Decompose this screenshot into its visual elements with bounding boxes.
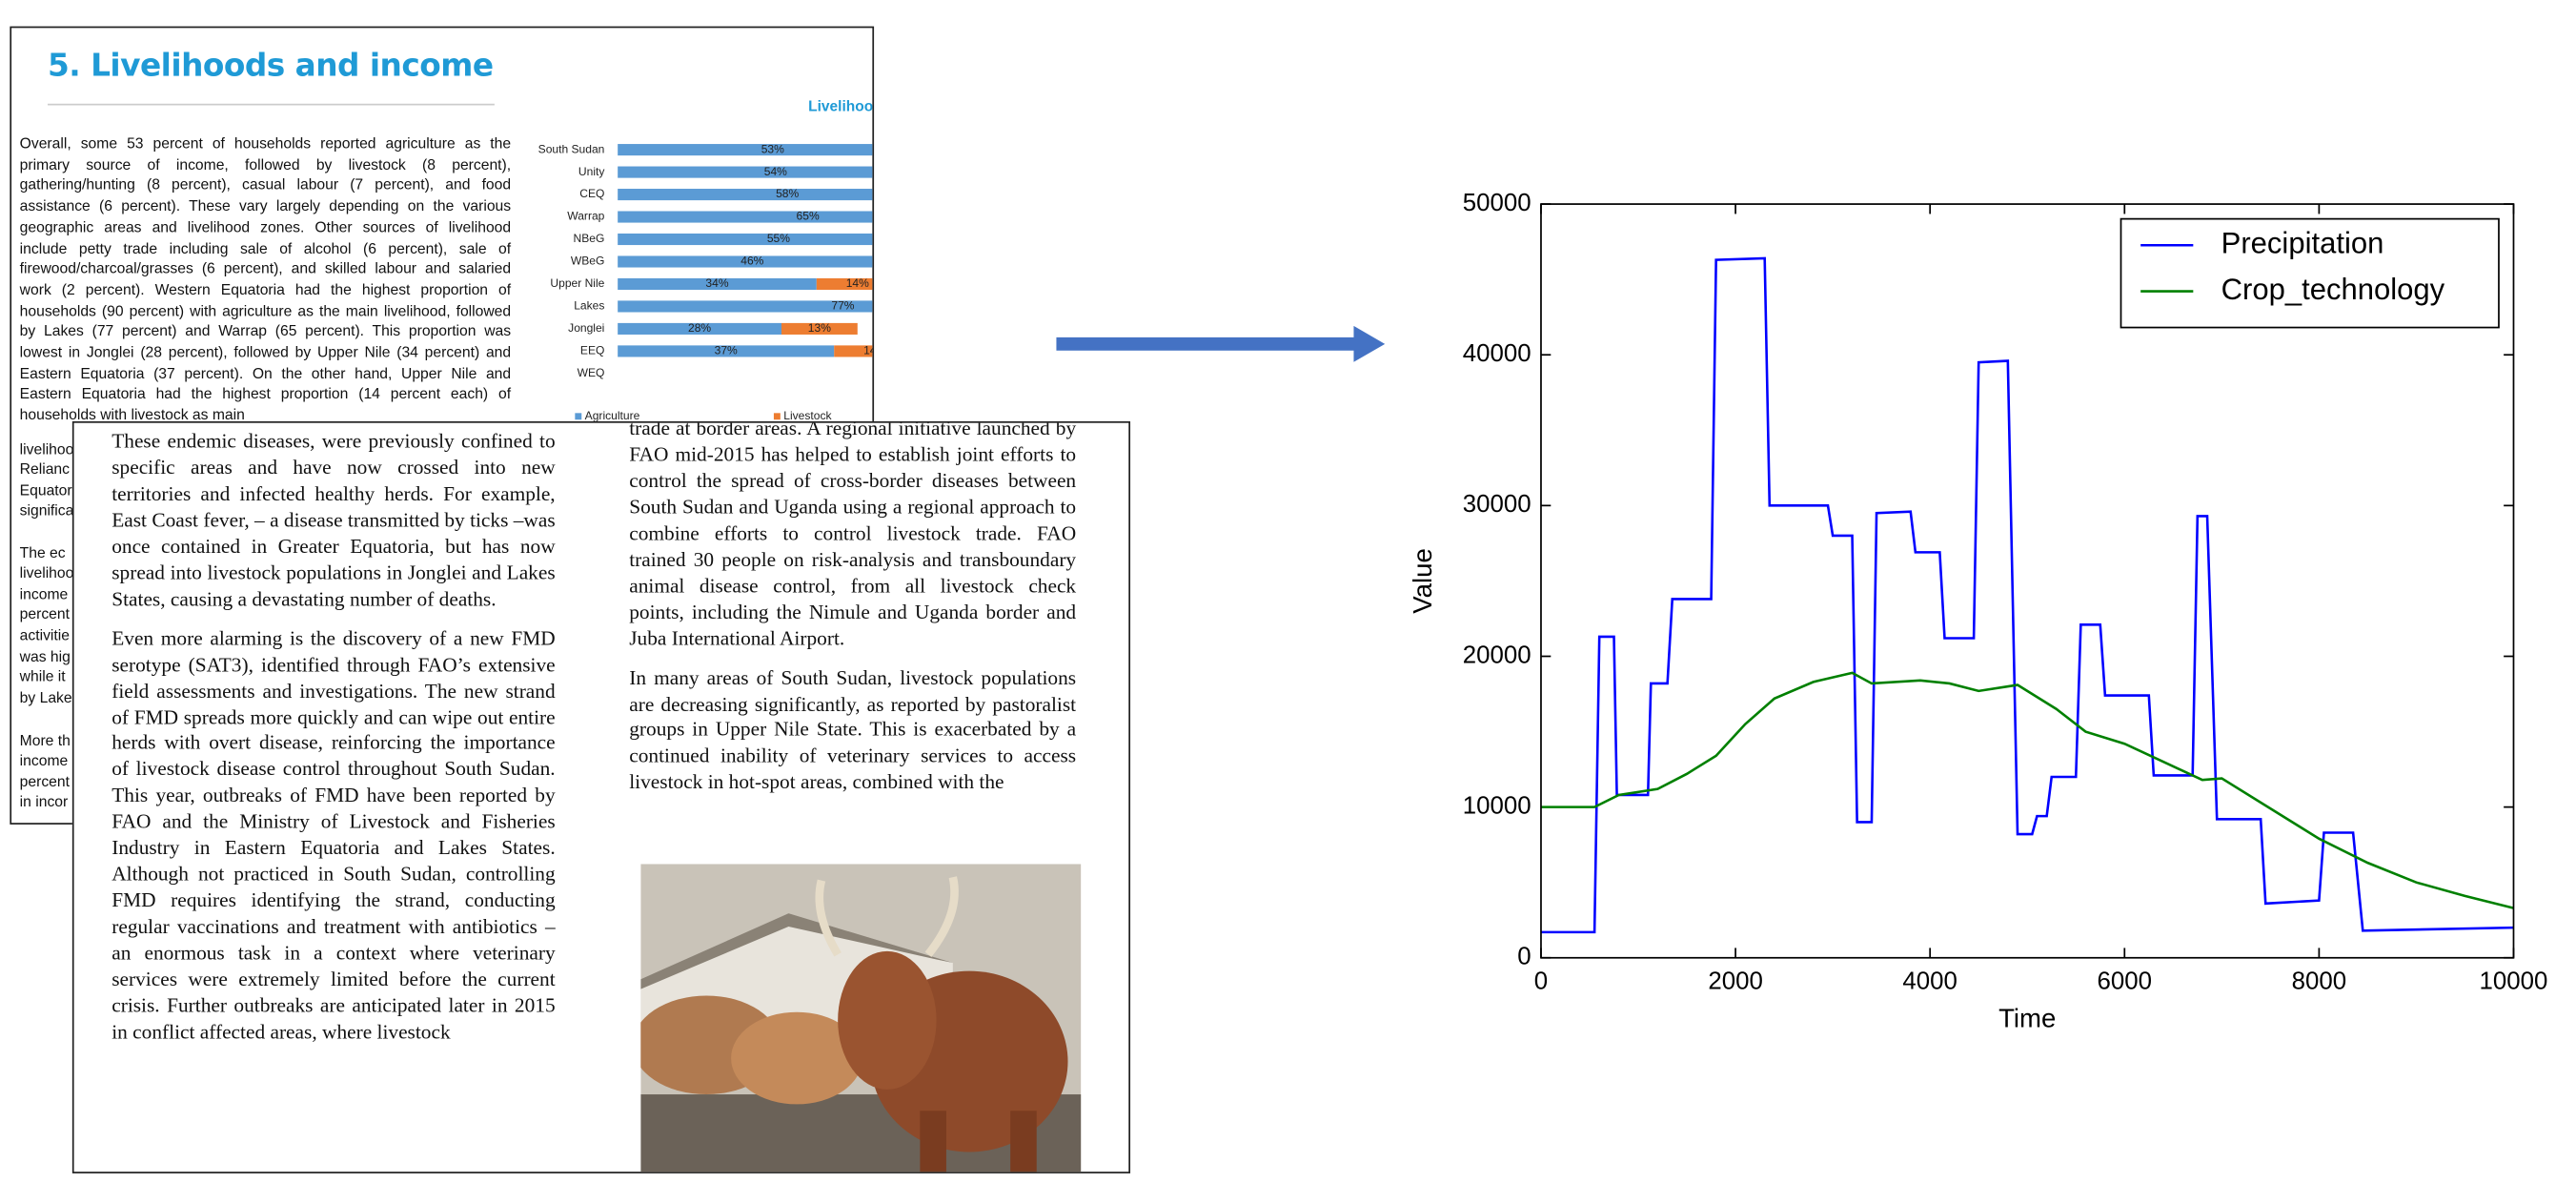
value-label: 46% <box>740 255 763 268</box>
text-fragment: The ec <box>19 544 66 561</box>
x-axis-label: Time <box>1998 1004 2056 1033</box>
y-tick-label: 30000 <box>1463 491 1531 518</box>
value-label: 55% <box>767 232 790 245</box>
value-label: 13% <box>808 321 831 335</box>
bar <box>781 322 858 335</box>
value-label: 77% <box>831 299 854 313</box>
bar-chart: Livelihoo South Sudan 53% Unity 54% CEQ 58% War… <box>538 98 874 422</box>
y-tick-label: Unity <box>578 165 604 178</box>
y-tick-label: 50000 <box>1463 190 1531 216</box>
legend-swatch <box>773 413 781 420</box>
line-series <box>1540 256 2514 934</box>
bar <box>618 233 873 246</box>
chart-title: Livelihoo <box>808 98 873 114</box>
plot-frame <box>1540 203 2515 959</box>
value-label: 37% <box>715 344 738 357</box>
left-column: These endemic diseases, were previously … <box>112 430 555 1060</box>
bar <box>816 277 873 291</box>
value-label: 14% <box>863 344 874 357</box>
x-tick-label: 2000 <box>1708 968 1762 994</box>
y-tick-label: South Sudan <box>538 142 605 155</box>
x-tick-label: 10000 <box>2480 968 2548 994</box>
text-fragment: More th <box>19 732 71 749</box>
cattle-photo <box>640 864 1082 1172</box>
bar <box>618 144 873 156</box>
bar <box>618 345 835 357</box>
y-tick-label: WBeG <box>571 255 605 268</box>
text-fragment: percent <box>19 773 70 790</box>
value-label: 34% <box>705 276 728 290</box>
value-label: 28% <box>688 321 711 335</box>
bar <box>834 345 873 357</box>
text-fragment: was hig <box>19 648 71 665</box>
y-tick-label: Warrap <box>567 210 604 223</box>
y-tick-label: EEQ <box>580 344 604 357</box>
legend-box <box>2120 217 2500 329</box>
value-label: 14% <box>846 276 869 290</box>
legend-swatch <box>575 413 582 420</box>
text-fragment: in incor <box>19 793 69 810</box>
heading: 5. Livelihoods and income <box>47 48 494 85</box>
right-column: trade at border areas. A regional initia… <box>629 420 1077 810</box>
y-axis-label: Value <box>1408 548 1437 614</box>
value-label: 54% <box>764 165 787 178</box>
x-tick-label: 6000 <box>2098 968 2152 994</box>
text-fragment: income <box>19 751 69 769</box>
text-fragment: Equator <box>19 481 72 500</box>
bar <box>618 189 873 201</box>
text-fragment: percent <box>19 605 70 622</box>
y-tick-label: Upper Nile <box>550 276 604 290</box>
paragraph: trade at border areas. A regional initia… <box>629 420 1077 650</box>
text-fragment: while it <box>19 667 66 685</box>
bar <box>618 255 873 268</box>
text-fragment: activitie <box>19 626 70 644</box>
x-tick-label: 0 <box>1534 968 1548 994</box>
bar <box>618 166 873 178</box>
y-tick-label: 20000 <box>1463 642 1531 668</box>
arrow <box>1056 325 1386 362</box>
y-tick-label: NBeG <box>574 232 605 245</box>
y-tick-label: 10000 <box>1463 792 1531 819</box>
y-tick-label: Lakes <box>574 299 604 313</box>
legend-label: Agriculture <box>585 409 640 422</box>
y-tick-label: WEQ <box>578 366 605 379</box>
y-tick-label: 40000 <box>1463 340 1531 367</box>
text-fragment: significa <box>19 501 74 519</box>
bar <box>618 300 873 313</box>
bar <box>618 277 817 291</box>
bar <box>618 211 873 223</box>
y-tick-label: 0 <box>1517 944 1531 970</box>
text-fragment: livelihoo <box>19 564 74 581</box>
text-fragment: income <box>19 585 69 602</box>
paragraph: Even more alarming is the discovery of a… <box>112 626 556 1044</box>
text-fragment: by Lake <box>19 689 72 706</box>
legend-label: Crop_technology <box>2221 273 2445 306</box>
value-label: 65% <box>797 210 820 223</box>
value-label: 53% <box>761 142 784 155</box>
value-label: 58% <box>776 187 799 200</box>
paragraph: Overall, some 53 percent of households r… <box>19 134 512 423</box>
text-fragment: livelihoo <box>19 440 74 458</box>
y-tick-label: Jonglei <box>568 321 604 335</box>
x-tick-label: 4000 <box>1902 968 1957 994</box>
paragraph: These endemic diseases, were previously … <box>112 429 556 611</box>
article-page: These endemic diseases, were previously … <box>71 420 1131 1173</box>
legend-label: Livestock <box>783 409 832 422</box>
y-tick-label: CEQ <box>579 187 604 200</box>
x-tick-label: 8000 <box>2292 968 2346 994</box>
text-fragment: Relianc <box>19 460 70 478</box>
legend-label: Precipitation <box>2221 226 2384 259</box>
bar <box>618 322 782 335</box>
heading-rule <box>47 103 495 106</box>
paragraph: In many areas of South Sudan, livestock … <box>629 665 1077 794</box>
line-series <box>1540 671 2514 909</box>
